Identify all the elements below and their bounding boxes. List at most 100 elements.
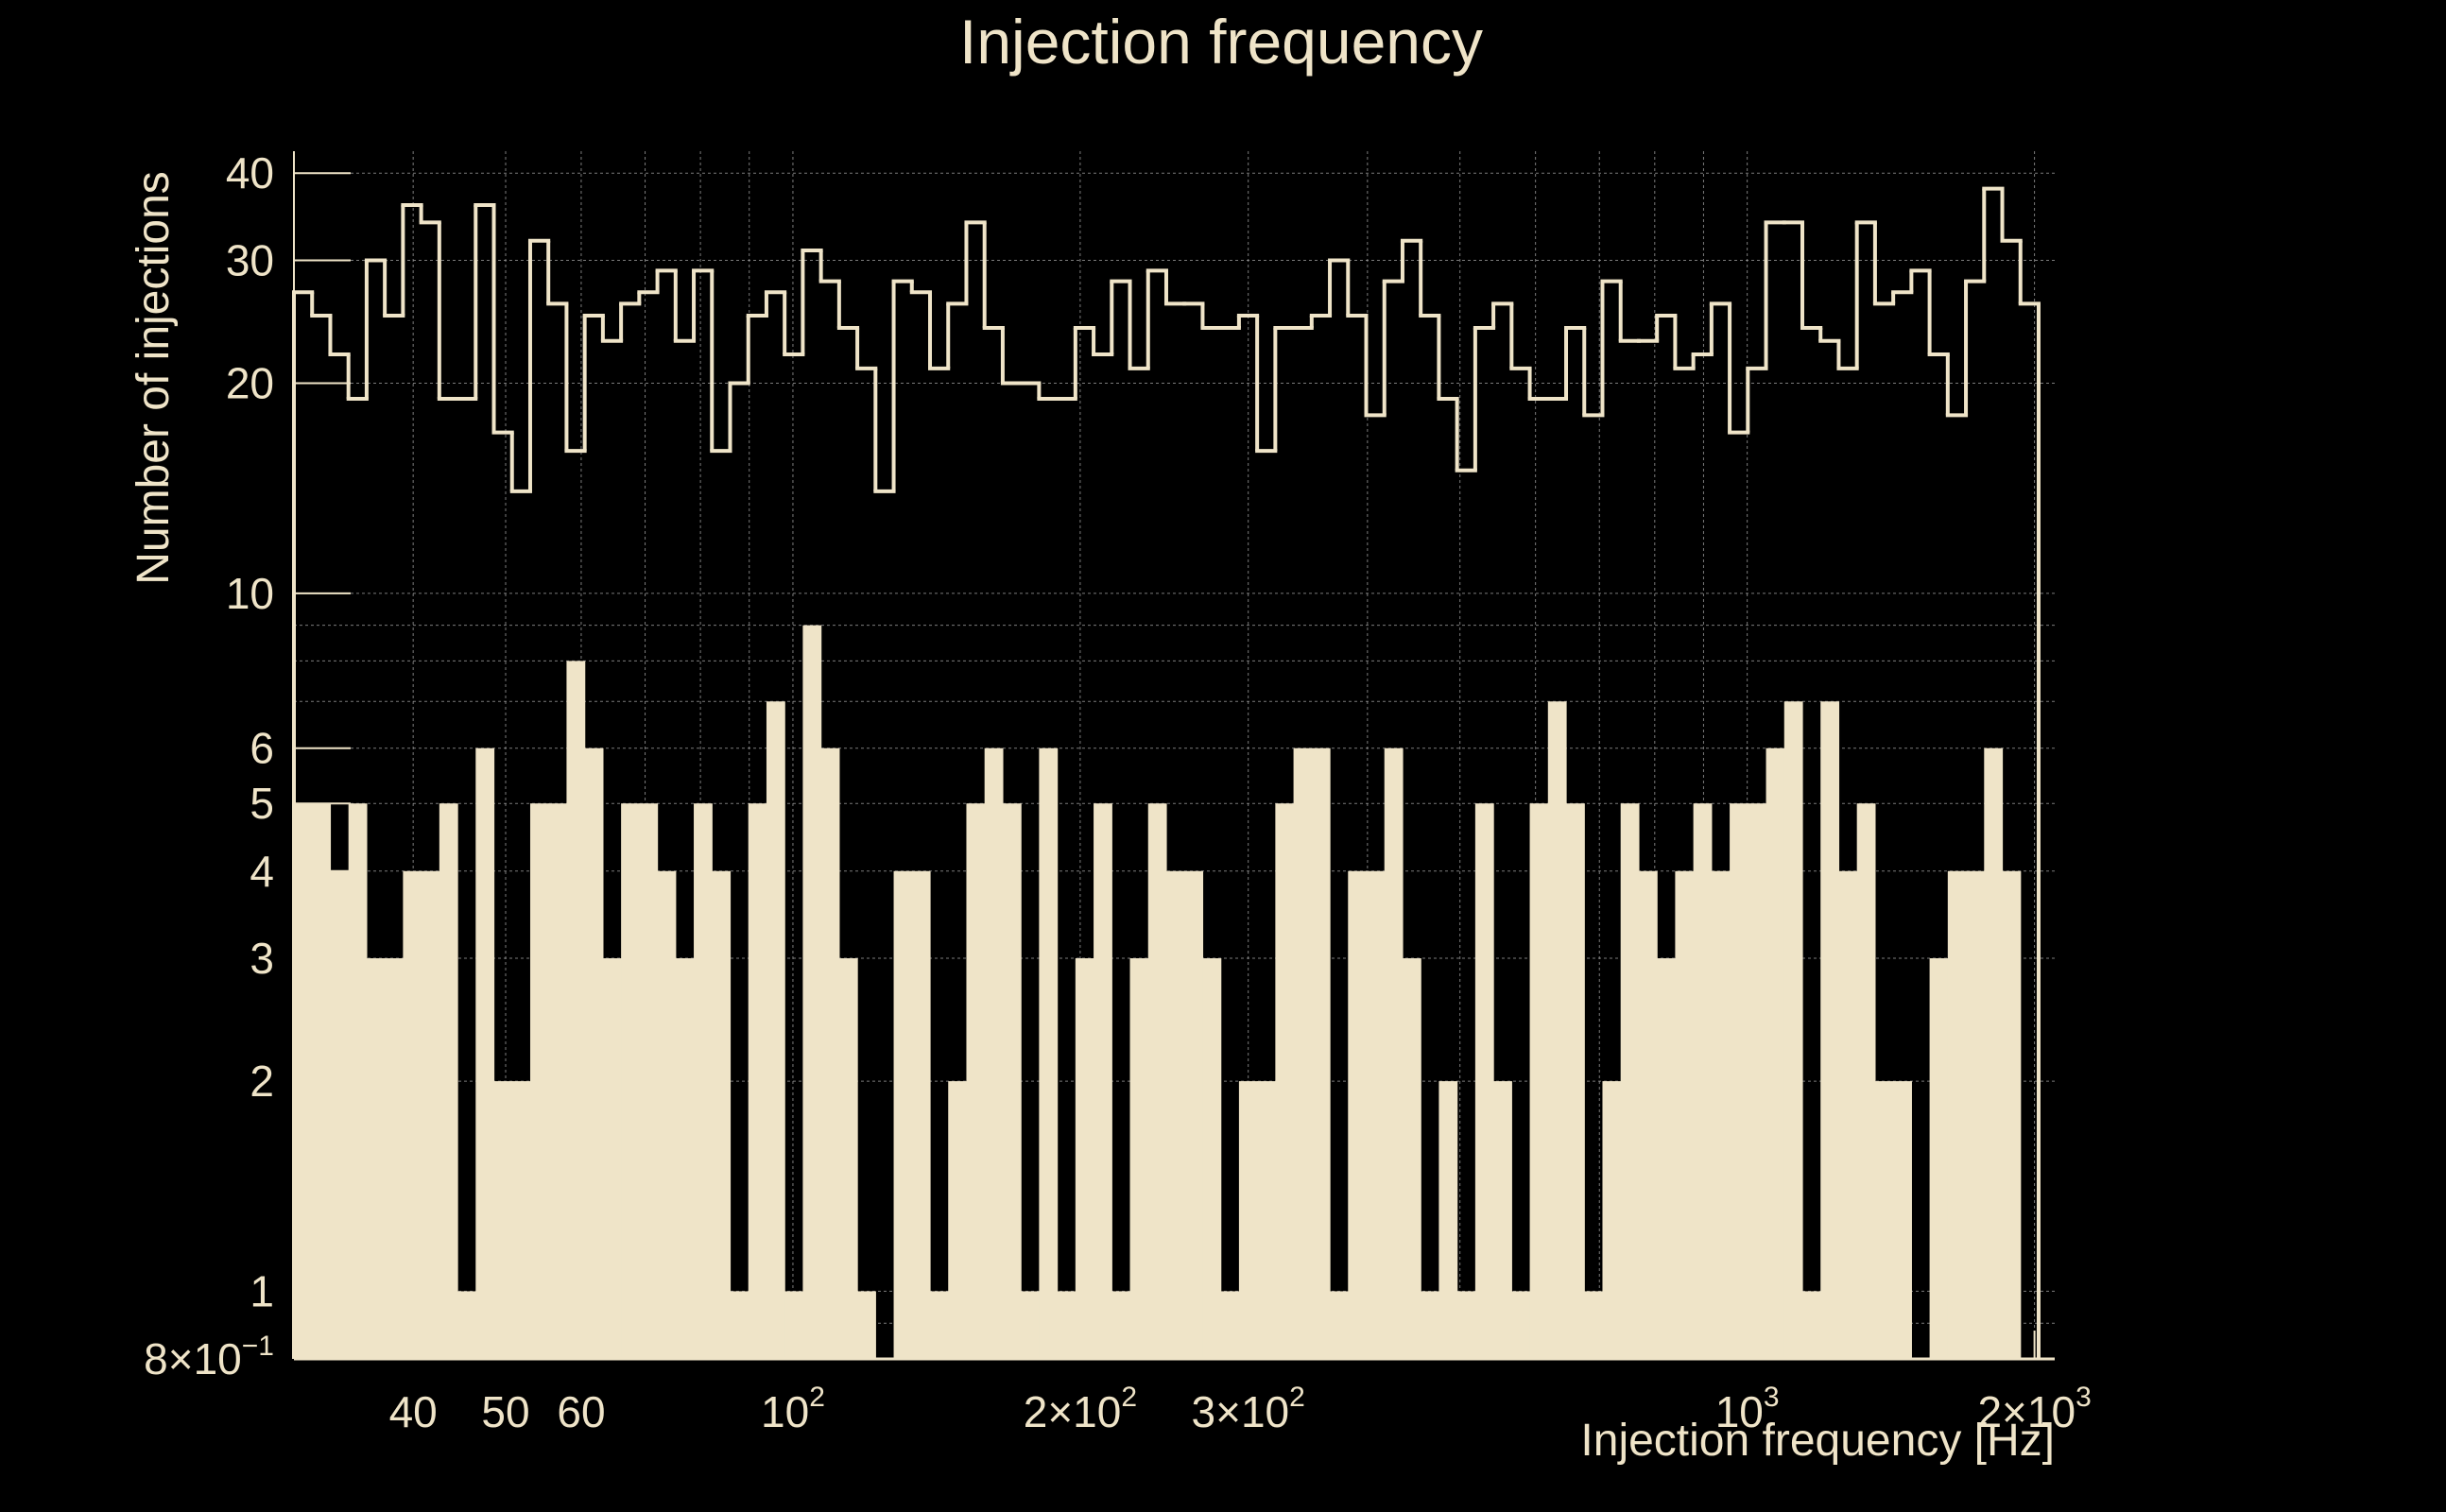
- y-tick-label: 2: [250, 1057, 274, 1106]
- histogram-bar: [1730, 803, 1748, 1359]
- x-tick-label: 50: [481, 1387, 529, 1436]
- histogram-bar: [893, 870, 913, 1359]
- histogram-bar: [1474, 803, 1494, 1359]
- y-tick-label: 20: [226, 359, 274, 408]
- x-tick-label: 3×102: [1192, 1382, 1305, 1436]
- histogram-bar: [1693, 803, 1713, 1359]
- histogram-bar: [1348, 870, 1368, 1359]
- histogram-bar: [1947, 870, 1967, 1359]
- histogram-bar: [366, 958, 386, 1359]
- histogram-bar: [1402, 958, 1421, 1359]
- histogram-bar: [1638, 870, 1658, 1359]
- y-tick-label: 40: [226, 148, 274, 198]
- histogram-bar: [1766, 747, 1785, 1359]
- histogram-bar: [330, 870, 350, 1359]
- histogram-bar: [1584, 1291, 1604, 1359]
- step-histogram: [292, 186, 2041, 1359]
- histogram-bar: [1547, 701, 1567, 1359]
- histogram-bar: [1529, 803, 1549, 1359]
- histogram-bar: [838, 958, 858, 1359]
- y-tick-label: 5: [250, 779, 274, 828]
- histogram-bar: [1111, 1291, 1131, 1359]
- histogram-bar: [1893, 1081, 1912, 1359]
- histogram-bar: [566, 661, 586, 1359]
- histogram-bar: [529, 803, 549, 1359]
- x-tick-label: 40: [389, 1387, 438, 1436]
- histogram-bar: [1456, 1291, 1476, 1359]
- histogram-bar: [1275, 803, 1295, 1359]
- histogram-bar: [1330, 1291, 1349, 1359]
- histogram-bar: [584, 747, 604, 1359]
- histogram-bar: [602, 958, 622, 1359]
- x-tick-label: 60: [557, 1387, 605, 1436]
- histogram-bar: [493, 1081, 513, 1359]
- histogram-bar: [675, 958, 695, 1359]
- histogram-bar: [511, 1081, 531, 1359]
- histogram-bar: [1075, 958, 1094, 1359]
- histogram-bar: [1094, 803, 1112, 1359]
- histogram-bar: [1311, 747, 1331, 1359]
- histogram-bar: [657, 870, 677, 1359]
- histogram-bar: [1620, 803, 1640, 1359]
- histogram-bar: [1657, 958, 1676, 1359]
- histogram-bar: [475, 747, 495, 1359]
- histogram-bar: [694, 803, 713, 1359]
- histogram-bar: [1711, 870, 1731, 1359]
- histogram-bar: [1929, 958, 1949, 1359]
- histogram-bar: [984, 747, 1004, 1359]
- y-tick-label: 3: [250, 934, 274, 983]
- histogram-bar: [1057, 1291, 1077, 1359]
- histogram-bar: [1438, 1081, 1458, 1359]
- histogram-bar: [1511, 1291, 1531, 1359]
- histogram-bar: [1984, 747, 2004, 1359]
- histogram-bar: [1147, 803, 1167, 1359]
- histogram-bar: [1748, 803, 1767, 1359]
- histogram-bar: [457, 1291, 476, 1359]
- histogram-bar: [820, 747, 840, 1359]
- x-tick-label: 2×103: [1977, 1382, 2091, 1436]
- histogram-bar: [439, 803, 458, 1359]
- histogram-bar: [1202, 958, 1222, 1359]
- histogram-bar: [966, 803, 986, 1359]
- y-tick-label: 30: [226, 235, 274, 284]
- histogram-bar: [1566, 803, 1585, 1359]
- histogram-bar: [1801, 1291, 1821, 1359]
- histogram-bar: [421, 870, 440, 1359]
- histogram-bar: [1384, 747, 1404, 1359]
- histogram-bar: [857, 1291, 876, 1359]
- histogram-bar: [1783, 701, 1803, 1359]
- histogram-bar: [1220, 1291, 1240, 1359]
- histogram-bar: [1257, 1081, 1276, 1359]
- histogram-bar: [1820, 701, 1840, 1359]
- y-tick-label: 1: [250, 1266, 274, 1315]
- histogram-bar: [639, 803, 659, 1359]
- y-axis-label: Number of injections: [129, 171, 179, 585]
- histogram-bar: [748, 803, 767, 1359]
- histogram-bar: [766, 701, 785, 1359]
- histogram-bar: [348, 803, 368, 1359]
- histogram-bar: [1493, 1081, 1512, 1359]
- histogram-bar: [621, 803, 640, 1359]
- histogram-bar: [403, 870, 422, 1359]
- histogram-bar: [1838, 870, 1858, 1359]
- chart-title: Injection frequency: [959, 7, 1483, 77]
- histogram-bar: [1856, 803, 1876, 1359]
- histogram-bar: [948, 1081, 968, 1359]
- histogram-bar: [1021, 1291, 1040, 1359]
- histogram-bar: [548, 803, 568, 1359]
- histogram-bar: [930, 1291, 949, 1359]
- x-tick-label: 2×102: [1024, 1382, 1137, 1436]
- histogram-bar: [911, 870, 931, 1359]
- histogram-bar: [1293, 747, 1313, 1359]
- histogram-bar: [712, 870, 732, 1359]
- y-tick-label: 10: [226, 569, 274, 618]
- y-tick-label: 6: [250, 724, 274, 773]
- histogram-bar: [1966, 870, 1985, 1359]
- histogram-bar: [1366, 870, 1386, 1359]
- histogram-bar: [1238, 1081, 1258, 1359]
- histogram-bar: [385, 958, 404, 1359]
- histogram-bar: [1184, 870, 1204, 1359]
- filled-histogram: [294, 625, 2022, 1359]
